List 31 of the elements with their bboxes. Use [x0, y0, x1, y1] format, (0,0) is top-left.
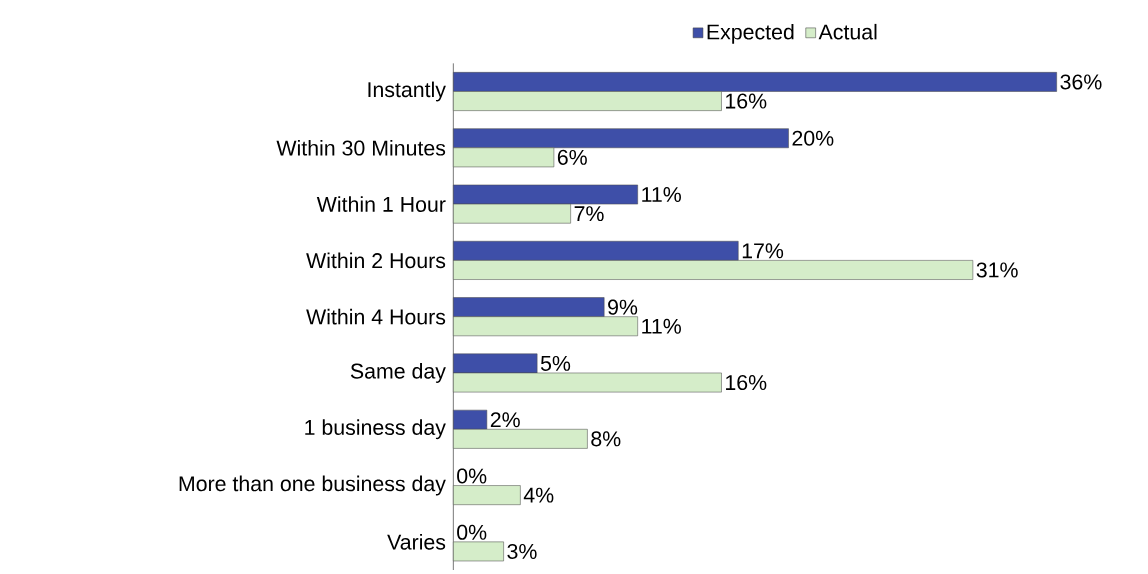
data-label: 20%: [792, 130, 834, 146]
data-label: 11%: [642, 187, 681, 202]
data-label: 36%: [1060, 74, 1102, 90]
y-tick-label: Within 1 Hour: [316, 196, 446, 212]
data-label: 3%: [507, 543, 537, 559]
bar: [453, 485, 521, 505]
data-label: 11%: [642, 318, 681, 334]
data-label: 16%: [726, 93, 767, 109]
data-label: 2%: [490, 412, 520, 428]
legend-label: Actual: [818, 23, 877, 40]
bar: [453, 541, 504, 562]
y-tick-label: Instantly: [368, 81, 446, 102]
data-label: 7%: [574, 206, 604, 222]
y-tick-label: Within 30 Minutes: [276, 139, 446, 156]
data-label: 31%: [976, 262, 1018, 278]
data-label: 8%: [591, 431, 621, 447]
data-label: 0%: [457, 468, 487, 484]
data-label: 9%: [608, 299, 638, 315]
data-label: 17%: [742, 243, 784, 259]
y-tick-label: More than one business day: [179, 475, 446, 496]
y-tick-label: Varies: [387, 534, 446, 550]
y-tick-label: 1 business day: [305, 419, 446, 440]
data-label: 16%: [726, 374, 767, 391]
data-label: 5%: [540, 355, 571, 371]
data-label: 0%: [457, 524, 487, 540]
data-label: 6%: [557, 149, 587, 165]
y-tick-label: Within 2 Hours: [306, 252, 446, 269]
y-tick-label: Same day: [350, 363, 446, 383]
data-label: 4%: [523, 487, 554, 503]
legend-label: Expected: [707, 23, 794, 44]
y-tick-label: Within 4 Hours: [306, 308, 446, 325]
